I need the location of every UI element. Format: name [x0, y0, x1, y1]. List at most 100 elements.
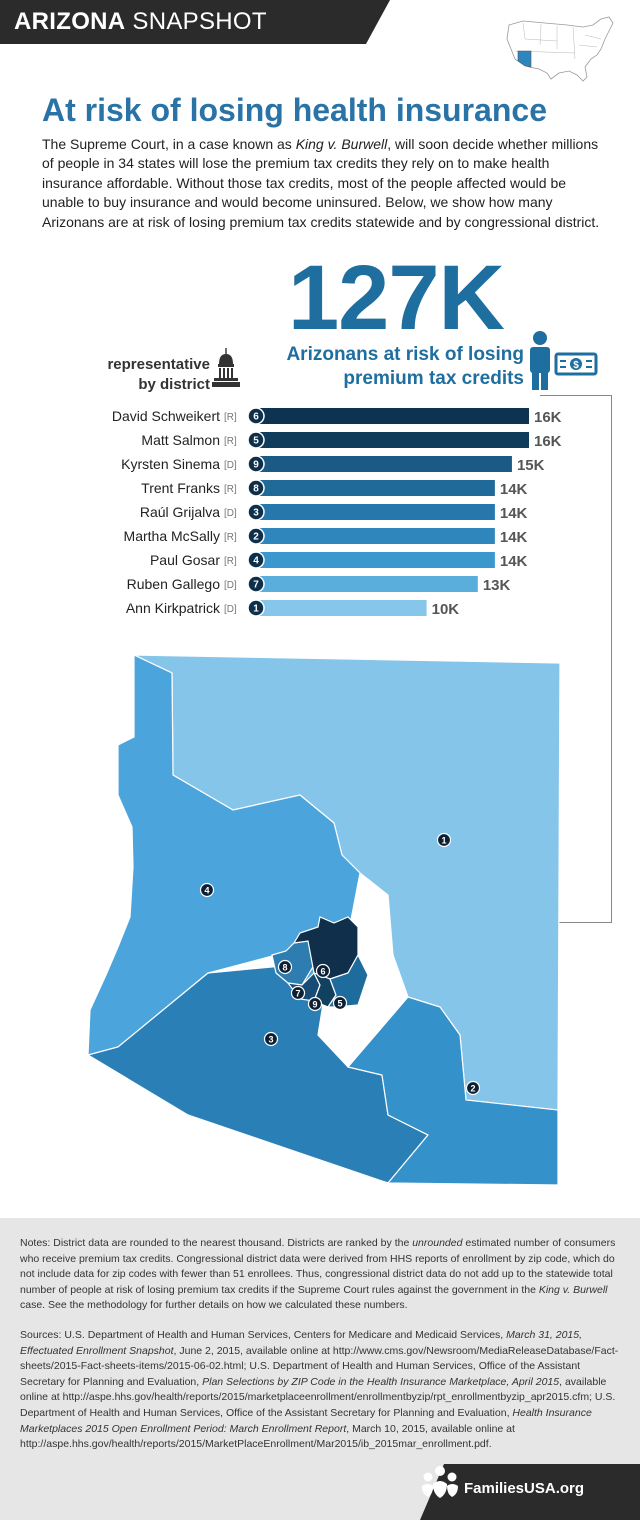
party-label: [R]	[224, 436, 237, 447]
district-map-label: 7	[295, 988, 300, 998]
bar-value-label: 10K	[432, 601, 460, 618]
bar-row: Kyrsten Sinema [D] 9 15K	[121, 455, 545, 474]
bar-value-label: 14K	[500, 481, 528, 498]
representative-name: Ruben Gallego	[127, 576, 221, 592]
bar-row: Ann Kirkpatrick [D] 1 10K	[126, 599, 460, 618]
district-map-label: 6	[320, 966, 325, 976]
district-number: 2	[253, 532, 259, 543]
arizona-district-map: 1 2 3 4 5 6 7 8 9	[88, 655, 561, 1186]
representative-name: Raúl Grijalva	[140, 504, 220, 520]
representative-name: David Schweikert	[112, 408, 220, 424]
bar-chart-svg: David Schweikert [R] 6 16K Matt Salmon [R] 5 16…	[112, 407, 562, 618]
bar-row: Martha McSally [R] 2 14K	[124, 527, 528, 546]
bar	[256, 480, 495, 496]
connector-bracket	[540, 395, 612, 923]
svg-text:$: $	[573, 360, 579, 371]
person-money-icon: $	[530, 331, 598, 390]
district-number: 1	[253, 604, 259, 615]
district-badge-icon	[247, 479, 265, 497]
district-map-label: 9	[312, 999, 317, 1009]
bar-row: David Schweikert [R] 6 16K	[112, 407, 562, 426]
representative-name: Martha McSally	[124, 528, 220, 544]
district-badge-icon	[247, 431, 265, 449]
representative-name: Ann Kirkpatrick	[126, 600, 221, 616]
district-map-label: 2	[470, 1083, 475, 1093]
bar-row: Ruben Gallego [D] 7 13K	[127, 575, 511, 594]
district-number: 8	[253, 484, 259, 495]
representative-name: Matt Salmon	[141, 432, 220, 448]
bar-row: Paul Gosar [R] 4 14K	[150, 551, 528, 570]
district-marker-icon	[290, 985, 306, 1001]
bar-value-label: 14K	[500, 553, 528, 570]
bar	[256, 408, 529, 424]
district-badge-icon	[247, 575, 265, 593]
district-number: 4	[253, 556, 259, 567]
representative-name: Trent Franks	[141, 480, 220, 496]
party-label: [R]	[224, 556, 237, 567]
banner-title: ARIZONA SNAPSHOT	[14, 8, 267, 35]
intro-text: The Supreme Court, in a case known as Ki…	[42, 136, 600, 230]
bar-row: Matt Salmon [R] 5 16K	[141, 431, 562, 450]
district-map-label: 5	[337, 998, 342, 1008]
headline-line-2: premium tax credits	[343, 368, 524, 389]
district-marker-icon	[307, 996, 323, 1012]
bar-value-label: 15K	[517, 457, 545, 474]
families-usa-logo-icon	[422, 1466, 458, 1498]
district-number: 7	[253, 580, 259, 591]
district-number: 5	[253, 436, 259, 447]
headline-line-1: Arizonans at risk of losing	[286, 344, 524, 365]
footer-shape	[420, 1464, 640, 1520]
district-badge-icon	[247, 407, 265, 425]
district-marker-icon	[199, 882, 215, 898]
bar-value-label: 13K	[483, 577, 511, 594]
bar	[256, 528, 495, 544]
capitol-icon	[212, 348, 240, 387]
party-label: [R]	[224, 412, 237, 423]
arizona-highlight	[517, 50, 532, 68]
banner-shape	[0, 0, 390, 44]
sources-paragraph: Sources: U.S. Department of Health and H…	[20, 1329, 619, 1451]
bar	[256, 456, 512, 472]
district-marker-icon	[436, 832, 452, 848]
district-badge-icon	[247, 599, 265, 617]
district-2-region	[346, 996, 559, 1186]
district-map-label: 3	[268, 1034, 273, 1044]
us-map-icon	[506, 16, 614, 82]
representative-label: representative by district	[107, 356, 210, 393]
bar	[256, 576, 478, 592]
district-badge-icon	[247, 527, 265, 545]
district-number: 9	[253, 460, 259, 471]
header-banner: ARIZONA SNAPSHOT	[0, 0, 390, 44]
party-label: [D]	[224, 508, 237, 519]
bar	[256, 552, 495, 568]
representative-name: Paul Gosar	[150, 552, 220, 568]
bar	[256, 432, 529, 448]
district-number: 6	[253, 412, 259, 423]
page-title: At risk of losing health insurance	[42, 92, 547, 128]
bar-row: Trent Franks [R] 8 14K	[141, 479, 528, 498]
bar-value-label: 16K	[534, 433, 562, 450]
district-badge-icon	[247, 503, 265, 521]
district-map-label: 8	[282, 962, 287, 972]
bar-value-label: 16K	[534, 409, 562, 426]
bar-row: Raúl Grijalva [D] 3 14K	[140, 503, 528, 522]
party-label: [D]	[224, 604, 237, 615]
district-map-label: 1	[441, 835, 446, 845]
district-badge-icon	[247, 551, 265, 569]
party-label: [R]	[224, 532, 237, 543]
district-marker-icon	[332, 995, 348, 1011]
district-5-region	[326, 953, 369, 1008]
notes-paragraph: Notes: District data are rounded to the …	[20, 1237, 616, 1312]
bar	[256, 504, 495, 520]
bar-value-label: 14K	[500, 529, 528, 546]
bar	[256, 600, 427, 616]
bar-value-label: 14K	[500, 505, 528, 522]
district-number: 3	[253, 508, 259, 519]
district-marker-icon	[465, 1080, 481, 1096]
district-bar-chart: David Schweikert [R] 6 16K Matt Salmon [R] 5 16…	[0, 404, 640, 620]
footer-banner: FamiliesUSA.org	[420, 1464, 640, 1520]
district-labels: 1 2 3 4 5 6 7 8 9	[199, 832, 481, 1096]
district-marker-icon	[277, 959, 293, 975]
headline-number: 127K	[288, 247, 505, 349]
footer-link[interactable]: FamiliesUSA.org	[464, 1480, 585, 1497]
